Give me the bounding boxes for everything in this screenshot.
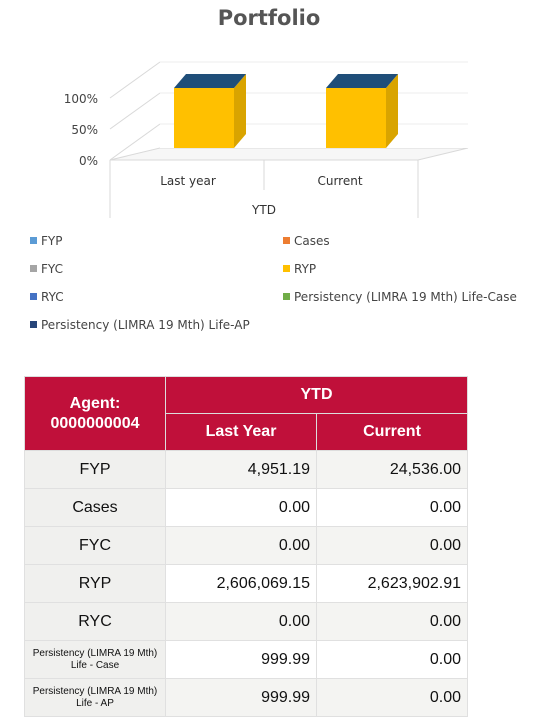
legend-label: FYP [41, 234, 63, 248]
legend-swatch [30, 237, 37, 244]
bar-side [234, 74, 246, 148]
legend-item: RYC [30, 290, 64, 304]
legend-swatch [30, 321, 37, 328]
table-row: Persistency (LIMRA 19 Mth) Life - AP 999… [24, 678, 468, 717]
legend-item: Cases [283, 234, 330, 248]
last-year-value: 999.99 [165, 640, 317, 679]
last-year-value: 999.99 [165, 678, 317, 717]
last-year-value: 0.00 [165, 602, 317, 641]
y-tick-label: 100% [64, 92, 98, 106]
x-tick-label: Last year [160, 174, 216, 188]
row-label: Persistency (LIMRA 19 Mth) Life - Case [24, 640, 166, 679]
last-year-value: 0.00 [165, 526, 317, 565]
current-value: 2,623,902.91 [316, 564, 468, 603]
ytd-group-header: YTD [165, 376, 468, 414]
y-tick-label: 50% [71, 123, 98, 137]
table-row: FYP 4,951.19 24,536.00 [24, 450, 468, 489]
gridline [109, 92, 161, 130]
table-row: FYC 0.00 0.00 [24, 526, 468, 565]
table-row: RYP 2,606,069.15 2,623,902.91 [24, 564, 468, 603]
bar-top [326, 74, 398, 88]
last-year-value: 4,951.19 [165, 450, 317, 489]
row-label: FYP [24, 450, 166, 489]
bar-side [386, 74, 398, 148]
current-header: Current [316, 413, 468, 451]
legend-swatch [30, 265, 37, 272]
y-tick-label: 0% [79, 154, 98, 168]
last-year-header: Last Year [165, 413, 317, 451]
gridline [109, 123, 161, 161]
portfolio-chart: 100% 50% 0% Last year Current YTD [64, 60, 469, 218]
legend-label: Cases [294, 234, 330, 248]
legend-label: Persistency (LIMRA 19 Mth) Life-AP [41, 318, 250, 332]
legend-swatch [283, 265, 290, 272]
x-axis-label: YTD [251, 203, 276, 217]
bar-top [174, 74, 246, 88]
legend-label: RYP [294, 262, 317, 276]
legend-item: Persistency (LIMRA 19 Mth) Life-AP [30, 318, 250, 332]
table-row: RYC 0.00 0.00 [24, 602, 468, 641]
chart-floor [109, 147, 469, 161]
row-label: FYC [24, 526, 166, 565]
chart-title: Portfolio [217, 6, 321, 30]
bar-front [326, 88, 386, 148]
current-value: 0.00 [316, 488, 468, 527]
x-tick-label: Current [317, 174, 362, 188]
last-year-value: 2,606,069.15 [165, 564, 317, 603]
current-value: 0.00 [316, 602, 468, 641]
legend-swatch [30, 293, 37, 300]
agent-header: Agent: 0000000004 [24, 376, 166, 451]
gridline [109, 61, 161, 99]
current-value: 0.00 [316, 526, 468, 565]
legend-swatch [283, 293, 290, 300]
legend-item: Persistency (LIMRA 19 Mth) Life-Case [283, 290, 517, 304]
bar-front [174, 88, 234, 148]
legend-label: RYC [41, 290, 64, 304]
legend-label: Persistency (LIMRA 19 Mth) Life-Case [294, 290, 517, 304]
current-value: 0.00 [316, 640, 468, 679]
legend-item: FYC [30, 262, 63, 276]
table-row: Cases 0.00 0.00 [24, 488, 468, 527]
legend-item: FYP [30, 234, 62, 248]
current-value: 0.00 [316, 678, 468, 717]
legend-item: RYP [283, 262, 316, 276]
current-value: 24,536.00 [316, 450, 468, 489]
ytd-table: Agent: 0000000004 YTD Last Year Current … [24, 376, 468, 717]
legend-label: FYC [41, 262, 63, 276]
row-label: RYC [24, 602, 166, 641]
row-label: RYP [24, 564, 166, 603]
row-label: Cases [24, 488, 166, 527]
last-year-value: 0.00 [165, 488, 317, 527]
table-row: Persistency (LIMRA 19 Mth) Life - Case 9… [24, 640, 468, 679]
legend-swatch [283, 237, 290, 244]
row-label: Persistency (LIMRA 19 Mth) Life - AP [24, 678, 166, 717]
